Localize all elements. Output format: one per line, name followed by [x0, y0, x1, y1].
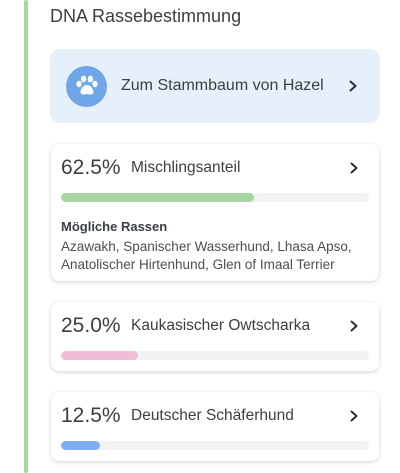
breed-percent: 62.5% — [61, 156, 121, 179]
pedigree-link-button[interactable]: Zum Stammbaum von Hazel — [50, 49, 380, 123]
percentage-bar — [61, 193, 369, 202]
breed-card-german-shepherd[interactable]: 12.5% Deutscher Schäferhund — [51, 392, 379, 461]
breed-percent: 25.0% — [61, 314, 121, 337]
possible-breeds-title: Mögliche Rassen — [61, 219, 168, 234]
breed-card-caucasian[interactable]: 25.0% Kaukasischer Owtscharka — [51, 302, 379, 371]
chevron-right-icon — [350, 320, 358, 332]
percentage-bar-fill — [61, 351, 138, 360]
percentage-bar — [61, 351, 369, 360]
percentage-bar — [61, 441, 369, 450]
chevron-right-icon — [350, 162, 358, 174]
pedigree-link-label: Zum Stammbaum von Hazel — [121, 77, 324, 94]
paw-icon — [66, 65, 107, 107]
breed-card-mixed[interactable]: 62.5% Mischlingsanteil Mögliche Rassen A… — [51, 144, 379, 281]
breed-name: Kaukasischer Owtscharka — [131, 317, 311, 334]
breed-name: Mischlingsanteil — [131, 159, 241, 176]
chevron-right-icon — [350, 410, 358, 422]
percentage-bar-fill — [61, 441, 100, 450]
section-title: DNA Rassebestimmung — [50, 6, 242, 26]
timeline-line — [24, 0, 28, 473]
breed-percent: 12.5% — [61, 404, 121, 427]
possible-breeds-list: Azawakh, Spanischer Wasserhund, Lhasa Ap… — [61, 239, 352, 272]
chevron-right-icon — [349, 80, 357, 92]
percentage-bar-fill — [61, 193, 254, 202]
breed-name: Deutscher Schäferhund — [131, 407, 294, 424]
